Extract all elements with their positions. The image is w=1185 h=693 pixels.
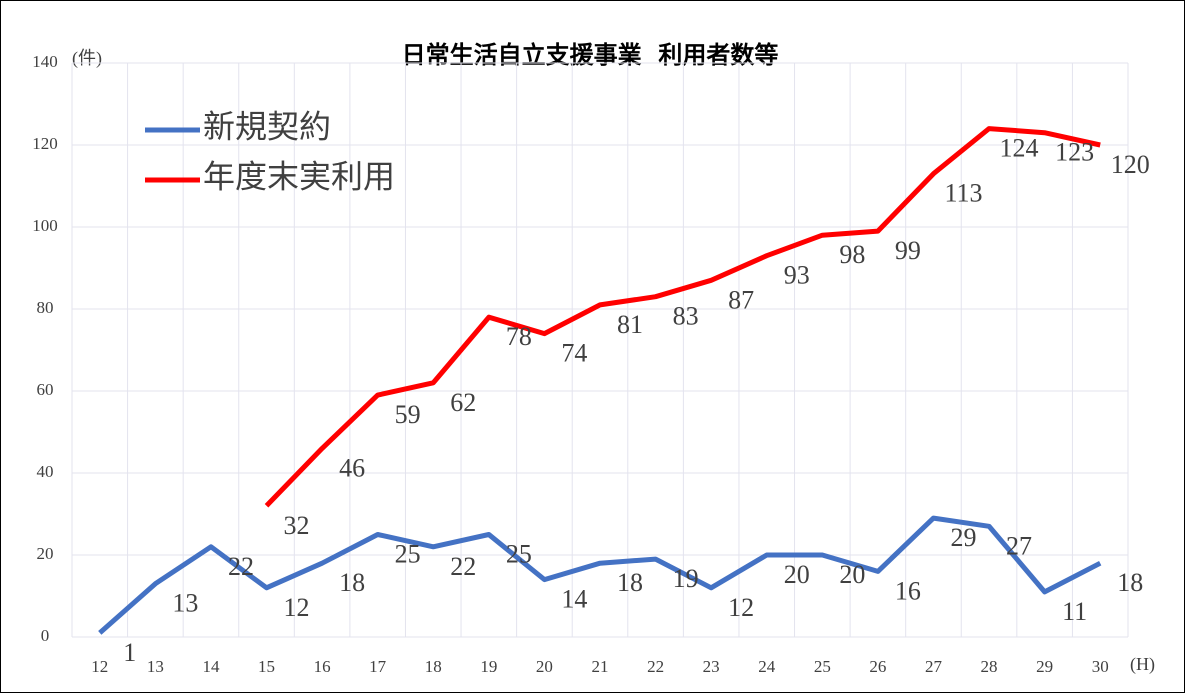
x-tick-label: 25 bbox=[814, 657, 831, 676]
data-label: 98 bbox=[839, 240, 865, 269]
y-tick-label: 0 bbox=[41, 626, 50, 645]
data-label: 13 bbox=[172, 589, 198, 618]
x-tick-label: 21 bbox=[592, 657, 609, 676]
data-label: 18 bbox=[617, 568, 643, 597]
data-label: 32 bbox=[284, 511, 310, 540]
data-label: 1 bbox=[123, 638, 136, 667]
data-label: 87 bbox=[728, 285, 754, 314]
y-unit: (件) bbox=[72, 48, 102, 69]
x-tick-label: 18 bbox=[425, 657, 442, 676]
y-tick-label: 140 bbox=[32, 52, 58, 71]
x-tick-label: 16 bbox=[314, 657, 331, 676]
x-tick-label: 12 bbox=[91, 657, 108, 676]
data-label: 78 bbox=[506, 322, 532, 351]
chart-title: 日常生活自立支援事業 利用者数等 bbox=[402, 41, 779, 69]
y-tick-label: 60 bbox=[37, 380, 54, 399]
data-label: 62 bbox=[450, 388, 476, 417]
data-label: 93 bbox=[784, 261, 810, 290]
x-unit: (H) bbox=[1130, 654, 1155, 675]
legend-label: 年度末実利用 bbox=[203, 158, 395, 194]
data-label: 22 bbox=[450, 552, 476, 581]
data-label: 113 bbox=[944, 179, 982, 208]
data-label: 20 bbox=[784, 560, 810, 589]
data-label: 12 bbox=[728, 593, 754, 622]
series-line bbox=[98, 515, 1102, 635]
x-tick-label: 20 bbox=[536, 657, 553, 676]
data-label: 18 bbox=[339, 568, 365, 597]
data-label: 59 bbox=[395, 400, 421, 429]
x-tick-label: 19 bbox=[480, 657, 497, 676]
x-tick-label: 26 bbox=[869, 657, 886, 676]
y-tick-label: 120 bbox=[32, 134, 58, 153]
y-tick-label: 100 bbox=[32, 216, 58, 235]
x-tick-label: 23 bbox=[703, 657, 720, 676]
data-label: 12 bbox=[284, 593, 310, 622]
data-label: 81 bbox=[617, 310, 643, 339]
y-tick-label: 40 bbox=[37, 462, 54, 481]
data-label: 18 bbox=[1117, 568, 1143, 597]
x-tick-label: 22 bbox=[647, 657, 664, 676]
x-tick-label: 28 bbox=[981, 657, 998, 676]
x-tick-label: 24 bbox=[758, 657, 776, 676]
data-label: 74 bbox=[561, 339, 587, 368]
series-line bbox=[264, 126, 1101, 508]
data-label: 124 bbox=[1000, 134, 1039, 163]
x-tick-label: 29 bbox=[1036, 657, 1053, 676]
data-label: 83 bbox=[673, 302, 699, 331]
data-label: 46 bbox=[339, 453, 365, 482]
x-tick-label: 15 bbox=[258, 657, 275, 676]
data-label: 29 bbox=[950, 523, 976, 552]
x-tick-label: 13 bbox=[147, 657, 164, 676]
data-label: 25 bbox=[506, 539, 532, 568]
data-label: 19 bbox=[673, 564, 699, 593]
y-tick-label: 20 bbox=[37, 544, 54, 563]
data-label: 25 bbox=[395, 539, 421, 568]
data-label: 11 bbox=[1062, 597, 1087, 626]
data-label: 27 bbox=[1006, 531, 1032, 560]
data-label: 123 bbox=[1055, 138, 1094, 167]
data-label: 16 bbox=[895, 576, 921, 605]
x-tick-label: 30 bbox=[1092, 657, 1109, 676]
data-label: 120 bbox=[1111, 150, 1150, 179]
data-label: 20 bbox=[839, 560, 865, 589]
x-tick-label: 17 bbox=[369, 657, 387, 676]
legend-label: 新規契約 bbox=[203, 108, 331, 144]
x-tick-label: 27 bbox=[925, 657, 943, 676]
x-tick-label: 14 bbox=[202, 657, 220, 676]
data-label: 14 bbox=[561, 585, 587, 614]
data-label: 22 bbox=[228, 552, 254, 581]
y-tick-label: 80 bbox=[37, 298, 54, 317]
data-label: 99 bbox=[895, 236, 921, 265]
